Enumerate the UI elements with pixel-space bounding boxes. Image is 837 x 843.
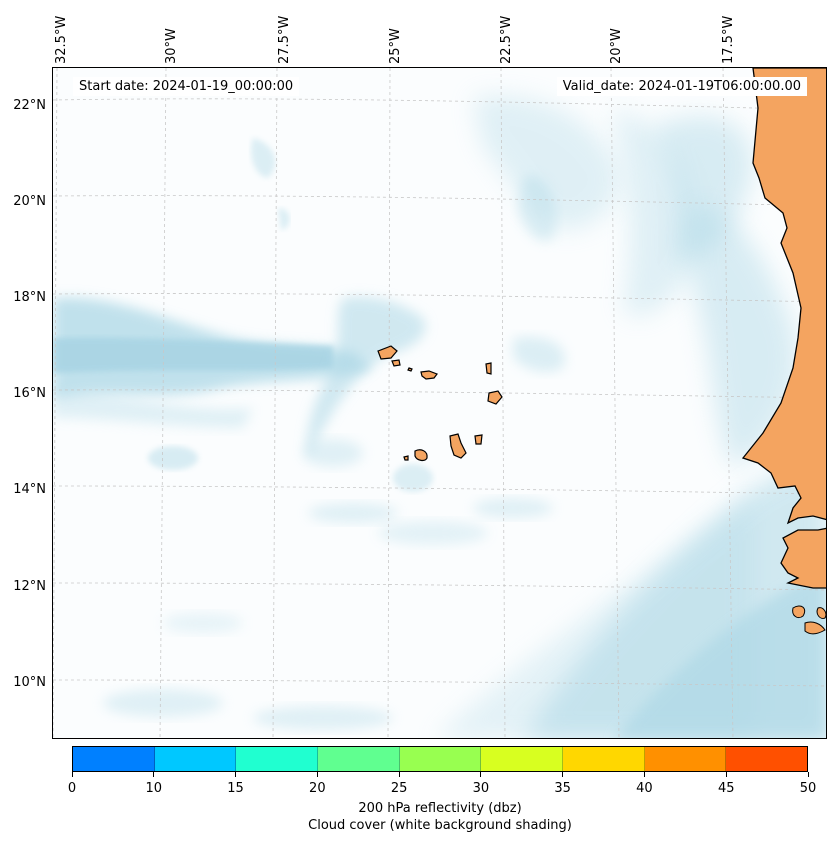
map-panel[interactable]: Start date: 2024-01-19_00:00:00 Valid_da… xyxy=(52,67,827,739)
island-sal xyxy=(485,362,492,375)
gridlines xyxy=(53,68,826,738)
colorbar-segment xyxy=(726,747,808,771)
colorbar-sublabel: Cloud cover (white background shading) xyxy=(308,818,572,833)
colorbar-tick xyxy=(807,772,809,777)
colorbar-tick-label: 20 xyxy=(309,781,326,796)
longitude-label: 17.5°W xyxy=(721,15,736,64)
colorbar-tick xyxy=(71,772,73,777)
colorbar-tick-label: 50 xyxy=(799,781,817,796)
colorbar-segment xyxy=(236,747,319,771)
latitude-label: 12°N xyxy=(13,579,46,594)
cloud-cover-layer xyxy=(53,68,826,738)
colorbar-tick xyxy=(153,772,155,777)
island-brava xyxy=(403,455,409,461)
colorbar-tick-label: 30 xyxy=(472,781,490,796)
colorbar-segment xyxy=(644,747,727,771)
colorbar-tick xyxy=(725,772,727,777)
colorbar-segment xyxy=(73,747,155,771)
latitude-label: 14°N xyxy=(13,482,46,497)
island-sao-vicente xyxy=(391,359,401,367)
colorbar-tick-label: 40 xyxy=(636,781,653,796)
colorbar-segment xyxy=(154,747,237,771)
colorbar-segment xyxy=(399,747,482,771)
island-santo-antao xyxy=(377,345,398,360)
colorbar-tick xyxy=(316,772,318,777)
island-maio xyxy=(474,434,483,445)
valid-date-label: Valid_date: 2024-01-19T06:00:00.00 xyxy=(556,77,807,96)
colorbar-segment xyxy=(318,747,400,771)
colorbar-tick-label: 35 xyxy=(554,781,571,796)
longitude-label: 22.5°W xyxy=(499,15,514,64)
colorbar-tick xyxy=(562,772,564,777)
colorbar-tick-label: 45 xyxy=(717,781,735,796)
start-date-label: Start date: 2024-01-19_00:00:00 xyxy=(73,77,300,96)
island-santiago xyxy=(449,433,467,459)
longitude-label: 20°W xyxy=(609,28,624,64)
longitude-label: 27.5°W xyxy=(277,15,292,64)
colorbar-segment xyxy=(481,747,564,771)
colorbar-tick-label: 15 xyxy=(227,781,244,796)
latitude-label: 10°N xyxy=(13,675,46,690)
cape-verde-islands xyxy=(377,345,503,462)
reflectivity-colorbar xyxy=(72,746,808,772)
colorbar-segment xyxy=(563,747,645,771)
island-sao-nicolau xyxy=(420,370,438,380)
colorbar-tick xyxy=(643,772,645,777)
island-fogo xyxy=(414,449,428,462)
colorbar-tick xyxy=(398,772,400,777)
latitude-label: 20°N xyxy=(13,194,46,209)
longitude-label: 30°W xyxy=(164,28,179,64)
colorbar-tick-label: 0 xyxy=(67,781,77,796)
colorbar-label: 200 hPa reflectivity (dbz) xyxy=(358,801,522,816)
longitude-label: 32.5°W xyxy=(54,15,69,64)
colorbar-tick-label: 10 xyxy=(145,781,163,796)
latitude-label: 18°N xyxy=(13,290,46,305)
island-boa-vista xyxy=(487,390,503,405)
colorbar-tick-label: 25 xyxy=(390,781,408,796)
latitude-label: 22°N xyxy=(13,98,46,113)
colorbar-tick xyxy=(235,772,237,777)
colorbar-tick xyxy=(480,772,482,777)
map-canvas xyxy=(53,68,826,738)
latitude-label: 16°N xyxy=(13,386,46,401)
longitude-label: 25°W xyxy=(388,28,403,64)
african-coastline xyxy=(741,68,826,635)
island-santa-luzia xyxy=(407,367,413,372)
